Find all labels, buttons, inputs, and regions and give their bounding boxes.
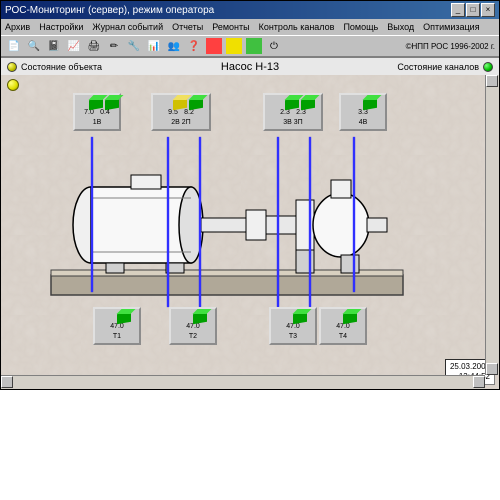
sensor-panel[interactable]: 7.00.41B bbox=[73, 93, 121, 131]
sensor-cube-icon bbox=[356, 99, 370, 109]
connector-line bbox=[353, 137, 355, 292]
menu-item[interactable]: Архив bbox=[5, 22, 30, 32]
sensor-id: T3 bbox=[289, 333, 297, 341]
sensor-id: 3B 3П bbox=[283, 119, 302, 127]
object-status-label: Состояние объекта bbox=[21, 62, 102, 72]
sensor-id: 2B 2П bbox=[171, 119, 190, 127]
app-window: РОС-Мониторинг (сервер), режим оператора… bbox=[0, 0, 500, 390]
menu-item[interactable]: Помощь bbox=[343, 22, 378, 32]
channels-status-label: Состояние каналов bbox=[397, 62, 479, 72]
connector-line bbox=[277, 137, 279, 307]
menu-item[interactable]: Ремонты bbox=[212, 22, 249, 32]
sensor-cube-icon bbox=[286, 313, 300, 323]
maximize-button[interactable]: □ bbox=[466, 3, 480, 17]
titlebar[interactable]: РОС-Мониторинг (сервер), режим оператора… bbox=[1, 1, 499, 19]
vertical-scrollbar[interactable] bbox=[485, 75, 499, 375]
sensor-cube-icon bbox=[186, 313, 200, 323]
sensor-panel[interactable]: 47.0T4 bbox=[319, 307, 367, 345]
menu-item[interactable]: Выход bbox=[387, 22, 414, 32]
connector-line bbox=[199, 137, 201, 307]
sensor-panel[interactable]: 47.0T1 bbox=[93, 307, 141, 345]
sensor-cube-icon bbox=[294, 99, 308, 109]
connector-line bbox=[91, 137, 93, 292]
menu-item[interactable]: Отчеты bbox=[172, 22, 203, 32]
tool-channels-icon[interactable]: 📊 bbox=[145, 37, 163, 55]
tool-magnifier-icon[interactable]: 🔍 bbox=[25, 37, 43, 55]
channels-status-led bbox=[483, 62, 493, 72]
menu-item[interactable]: Оптимизация bbox=[423, 22, 479, 32]
sensor-panel[interactable]: 9.58.22B 2П bbox=[151, 93, 211, 131]
sensor-id: T1 bbox=[113, 333, 121, 341]
scroll-down-icon[interactable] bbox=[486, 363, 498, 375]
status-indicator-icon bbox=[7, 79, 19, 91]
sensor-panel[interactable]: 47.0T3 bbox=[269, 307, 317, 345]
sensor-id: T4 bbox=[339, 333, 347, 341]
tool-print-icon[interactable]: 🖨 bbox=[85, 37, 103, 55]
date-text: 25.03.2002 bbox=[450, 362, 490, 372]
menu-item[interactable]: Контроль каналов bbox=[259, 22, 335, 32]
scroll-left-icon[interactable] bbox=[1, 376, 13, 388]
sensor-cube-icon bbox=[182, 99, 196, 109]
scroll-up-icon[interactable] bbox=[486, 75, 498, 87]
sensor-cube-icon bbox=[110, 313, 124, 323]
scroll-right-icon[interactable] bbox=[473, 376, 485, 388]
horizontal-scrollbar[interactable] bbox=[1, 375, 485, 389]
workarea: 7.00.41B 9.58.22B 2П 2.32.33B 3П 3.34B 47.0… bbox=[1, 75, 499, 389]
copyright-text: ©НПП РОС 1996-2002 г. bbox=[406, 42, 495, 51]
connector-line bbox=[167, 137, 169, 307]
tool-yellow-icon[interactable] bbox=[225, 37, 243, 55]
tool-people-icon[interactable]: 👥 bbox=[165, 37, 183, 55]
sensor-panel[interactable]: 3.34B bbox=[339, 93, 387, 131]
sensor-cube-icon bbox=[336, 313, 350, 323]
sensor-cube-icon bbox=[278, 99, 292, 109]
tool-archive-icon[interactable]: 📄 bbox=[5, 37, 23, 55]
connector-line bbox=[309, 137, 311, 307]
sensor-cube-icon bbox=[98, 99, 112, 109]
tool-exit-icon[interactable]: ⏻ bbox=[265, 37, 283, 55]
menu-item[interactable]: Настройки bbox=[39, 22, 83, 32]
sensor-cube-icon bbox=[82, 99, 96, 109]
object-status-led bbox=[7, 62, 17, 72]
sensor-panel[interactable]: 2.32.33B 3П bbox=[263, 93, 323, 131]
sensor-cube-icon bbox=[166, 99, 180, 109]
window-title: РОС-Мониторинг (сервер), режим оператора bbox=[5, 5, 451, 16]
sensor-id: 4B bbox=[359, 119, 368, 127]
minimize-button[interactable]: _ bbox=[451, 3, 465, 17]
close-button[interactable]: × bbox=[481, 3, 495, 17]
tool-wrench-icon[interactable]: 🔧 bbox=[125, 37, 143, 55]
sensor-id: 1B bbox=[93, 119, 102, 127]
sensor-id: T2 bbox=[189, 333, 197, 341]
status-bar: Состояние объекта Насос Н-13 Состояние к… bbox=[1, 57, 499, 75]
toolbar: 📄 🔍 📓 📈 🖨 ✏ 🔧 📊 👥 ❓ ⏻ ©НПП РОС 1996-2002… bbox=[1, 35, 499, 57]
page-title: Насос Н-13 bbox=[221, 61, 279, 73]
tool-red-icon[interactable] bbox=[205, 37, 223, 55]
tool-journal-icon[interactable]: 📓 bbox=[45, 37, 63, 55]
tool-help-icon[interactable]: ❓ bbox=[185, 37, 203, 55]
menubar: Архив Настройки Журнал событий Отчеты Ре… bbox=[1, 19, 499, 35]
title-buttons: _ □ × bbox=[451, 3, 495, 17]
tool-chart-icon[interactable]: 📈 bbox=[65, 37, 83, 55]
sensor-panel[interactable]: 47.0T2 bbox=[169, 307, 217, 345]
pump-diagram bbox=[41, 170, 421, 310]
tool-green-icon[interactable] bbox=[245, 37, 263, 55]
tool-pencil-icon[interactable]: ✏ bbox=[105, 37, 123, 55]
menu-item[interactable]: Журнал событий bbox=[92, 22, 163, 32]
